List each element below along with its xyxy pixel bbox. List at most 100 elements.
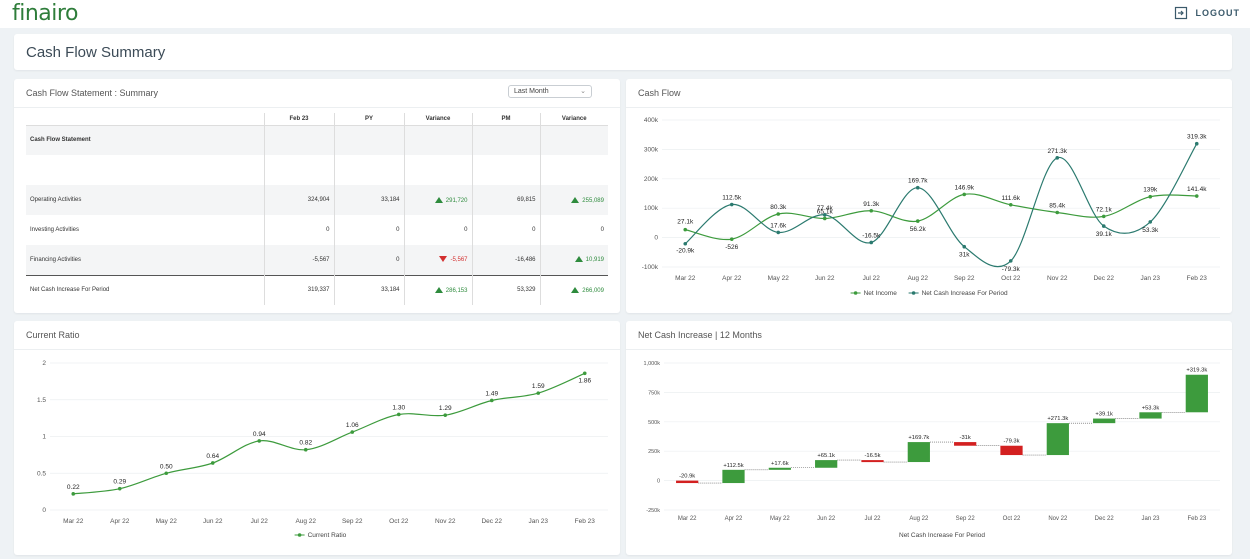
waterfall-bar[interactable] <box>768 467 791 470</box>
table-cell: 319,337 <box>263 274 334 305</box>
data-label: 1.59 <box>532 383 545 390</box>
cell-value: 0 <box>326 227 330 233</box>
x-tick-label: Jun 22 <box>817 516 836 522</box>
data-point[interactable] <box>869 208 874 213</box>
data-label: 65.1k <box>817 208 834 215</box>
data-point[interactable] <box>257 439 262 443</box>
data-point[interactable] <box>396 412 401 417</box>
cell-value: 0 <box>396 256 400 263</box>
waterfall-bar[interactable] <box>1046 423 1069 456</box>
waterfall-bar[interactable] <box>861 460 884 463</box>
data-point[interactable] <box>683 227 688 232</box>
data-point[interactable] <box>443 413 448 417</box>
x-tick-label: Jul 22 <box>251 518 269 525</box>
x-tick-label: Nov 22 <box>1047 275 1068 282</box>
data-point[interactable] <box>536 391 541 395</box>
data-point[interactable] <box>915 219 920 223</box>
waterfall-bar[interactable] <box>1185 374 1208 413</box>
period-select[interactable]: Last Month ⌄ <box>508 85 592 98</box>
x-tick-label: May 22 <box>156 518 178 525</box>
x-tick-label: Mar 22 <box>678 516 697 522</box>
cell-value: 53,329 <box>517 287 536 294</box>
y-tick-label: 1 <box>42 434 46 441</box>
waterfall-bar[interactable] <box>815 460 838 468</box>
waterfall-bar[interactable] <box>1139 412 1162 419</box>
data-point[interactable] <box>1194 141 1199 146</box>
data-point[interactable] <box>822 213 827 217</box>
waterfall-bar[interactable] <box>676 480 699 484</box>
series-line <box>685 193 1197 241</box>
arrow-up-icon <box>434 196 443 203</box>
data-point[interactable] <box>1194 194 1199 198</box>
data-label: 17.6k <box>770 222 787 229</box>
waterfall-bar[interactable] <box>954 442 977 446</box>
cell-value: 0 <box>532 227 536 233</box>
data-point[interactable] <box>1055 210 1060 215</box>
x-tick-label: Jul 22 <box>863 275 881 282</box>
data-point[interactable] <box>1148 220 1153 224</box>
table-cell: 266,009 <box>539 274 608 305</box>
data-label: +319.3k <box>1186 368 1207 374</box>
chevron-down-icon: ⌄ <box>580 88 586 95</box>
data-label: +39.1k <box>1095 412 1113 418</box>
data-point[interactable] <box>1008 202 1013 207</box>
app-logo[interactable]: finairo <box>12 1 78 26</box>
y-tick-label: 100k <box>644 205 659 212</box>
data-point[interactable] <box>71 492 76 496</box>
data-point[interactable] <box>729 237 734 241</box>
data-point[interactable] <box>117 486 122 491</box>
data-point[interactable] <box>1101 214 1106 219</box>
data-point[interactable] <box>1055 156 1060 160</box>
y-tick-label: 1.5 <box>37 397 46 404</box>
data-label: 169.7k <box>908 178 928 185</box>
x-tick-label: Jun 22 <box>203 518 223 525</box>
data-point[interactable] <box>164 471 169 476</box>
waterfall-bar[interactable] <box>907 442 930 463</box>
data-point[interactable] <box>582 371 587 376</box>
data-label: 39.1k <box>1096 231 1113 238</box>
data-label: 271.3k <box>1047 148 1067 155</box>
data-point[interactable] <box>350 430 355 434</box>
x-tick-label: Apr 22 <box>722 275 742 282</box>
data-point[interactable] <box>210 461 215 465</box>
x-tick-label: Sep 22 <box>956 516 976 522</box>
data-label: 111.6k <box>1001 195 1020 202</box>
x-tick-label: Apr 22 <box>110 518 130 525</box>
data-point[interactable] <box>1101 224 1106 228</box>
data-point[interactable] <box>683 241 688 246</box>
y-tick-label: 0 <box>42 507 46 514</box>
data-point[interactable] <box>962 244 967 249</box>
data-point[interactable] <box>1148 194 1153 199</box>
table-cell: 286,153 <box>403 274 472 305</box>
data-point[interactable] <box>869 240 874 245</box>
logout-icon <box>1174 6 1187 20</box>
data-point[interactable] <box>962 192 967 197</box>
data-point[interactable] <box>729 202 734 207</box>
data-point[interactable] <box>776 212 781 216</box>
cell-value: 255,089 <box>582 197 604 204</box>
logout-button[interactable]: LOGOUT <box>1174 6 1241 20</box>
waterfall-bar[interactable] <box>1000 445 1023 456</box>
waterfall-bar[interactable] <box>1093 418 1116 424</box>
data-point[interactable] <box>489 398 494 403</box>
data-point[interactable] <box>1008 259 1013 263</box>
y-tick-label: 0 <box>654 235 658 242</box>
data-point[interactable] <box>915 185 920 190</box>
x-tick-label: Aug 22 <box>295 518 316 525</box>
x-tick-label: Aug 22 <box>909 516 929 522</box>
data-label: +53.3k <box>1142 405 1160 411</box>
x-tick-label: Oct 22 <box>389 518 409 525</box>
data-point[interactable] <box>822 216 827 221</box>
data-point[interactable] <box>776 230 781 235</box>
cell-value: 324,904 <box>307 197 330 203</box>
y-tick-label: 750k <box>648 390 660 396</box>
page-header: Cash Flow Summary <box>14 34 1232 70</box>
table-cell: 69,815 <box>471 185 540 215</box>
y-tick-label: 0.5 <box>37 470 46 477</box>
data-point[interactable] <box>303 447 308 452</box>
cell-value: 33,184 <box>381 197 400 203</box>
x-tick-label: Feb 23 <box>1187 516 1206 522</box>
waterfall-bar[interactable] <box>722 469 745 484</box>
legend-entry: Net Cash Increase For Period <box>922 290 1008 297</box>
